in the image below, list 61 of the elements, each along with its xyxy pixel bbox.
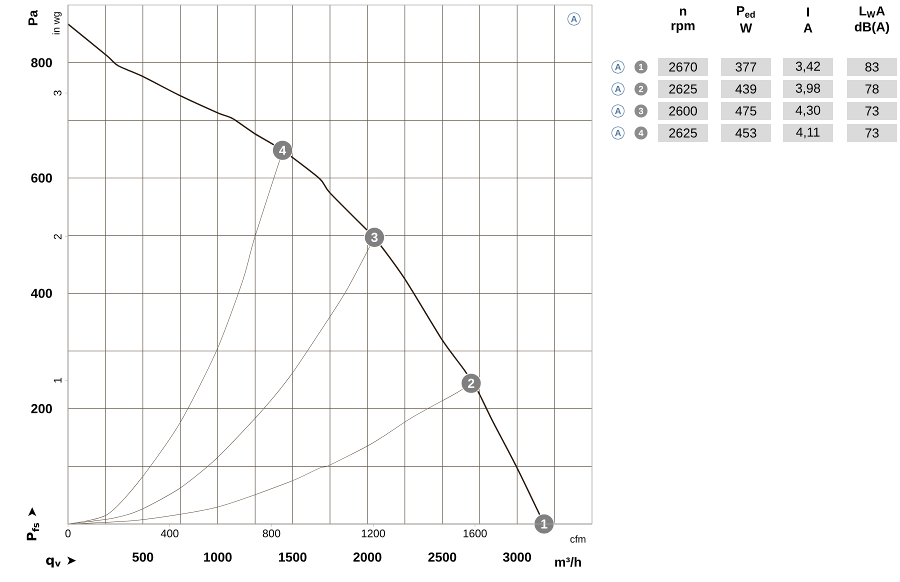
- x-tick-label: 1500: [278, 552, 306, 562]
- x2-tick-label: 1600: [464, 530, 487, 538]
- annotation: 4: [279, 146, 286, 155]
- x-axis-title: q$_{v}$ ➤: [46, 556, 76, 568]
- text: 1: [639, 64, 644, 70]
- text: A: [614, 130, 622, 136]
- text: I: [807, 8, 809, 16]
- text: 3,42: [796, 62, 820, 72]
- annotation: A: [570, 16, 578, 22]
- text: rpm: [672, 23, 694, 33]
- text: Pa: [28, 10, 38, 26]
- x2-axis-title: cfm: [570, 535, 586, 543]
- annotation: 2: [468, 378, 474, 388]
- text: 2625: [669, 128, 697, 138]
- text: A: [614, 86, 622, 92]
- text: 83: [865, 62, 879, 72]
- text: 3,98: [796, 84, 820, 94]
- y-tick-label: 600: [31, 173, 52, 183]
- text: 73: [865, 106, 879, 116]
- x2-tick-label: 0: [65, 530, 71, 538]
- text: L$_{W}$A: [860, 6, 885, 18]
- text: A: [614, 64, 622, 70]
- x-tick-label: 2000: [353, 552, 382, 562]
- annotation: 1: [541, 520, 548, 528]
- text: 4,11: [796, 128, 820, 138]
- text: 2670: [669, 62, 697, 72]
- x-tick-label: 500: [132, 552, 154, 562]
- text: m³/h: [555, 557, 581, 567]
- text: 439: [735, 84, 756, 94]
- text: 453: [735, 128, 756, 138]
- y-axis-title: P$_{fs}$ ➤: [26, 507, 40, 540]
- x-tick-label: 1000: [204, 552, 232, 562]
- y-tick-label: 400: [30, 288, 52, 298]
- text: 2: [638, 86, 644, 92]
- y2-tick-label: 3: [54, 90, 62, 96]
- annotation: 3: [371, 232, 378, 242]
- text: W: [740, 24, 752, 32]
- y2-tick-label: 1: [54, 378, 62, 383]
- text: 377: [736, 62, 756, 72]
- text: 475: [735, 106, 756, 116]
- x2-tick-label: 1200: [362, 530, 386, 538]
- x2-tick-label: 400: [160, 530, 178, 538]
- text: 2625: [669, 84, 697, 94]
- text: 4,30: [796, 106, 820, 116]
- y2-tick-label: 2: [54, 234, 62, 240]
- x-tick-label: 3000: [502, 552, 532, 562]
- text: 73: [865, 128, 879, 138]
- text: A: [804, 24, 812, 32]
- text: 2600: [669, 106, 697, 116]
- text: n: [680, 8, 686, 16]
- y2-axis-title: in wg: [52, 12, 62, 34]
- x2-tick-label: 800: [262, 530, 280, 538]
- y-tick-label: 200: [31, 404, 52, 414]
- text: A: [614, 108, 622, 114]
- x-tick-label: 2500: [428, 552, 456, 562]
- text: 78: [865, 84, 879, 94]
- text: 4: [638, 130, 644, 136]
- text: dB(A): [854, 22, 890, 34]
- y-tick-label: 800: [31, 58, 52, 68]
- text: 3: [638, 108, 644, 114]
- text: P$_{ed}$: [736, 6, 755, 18]
